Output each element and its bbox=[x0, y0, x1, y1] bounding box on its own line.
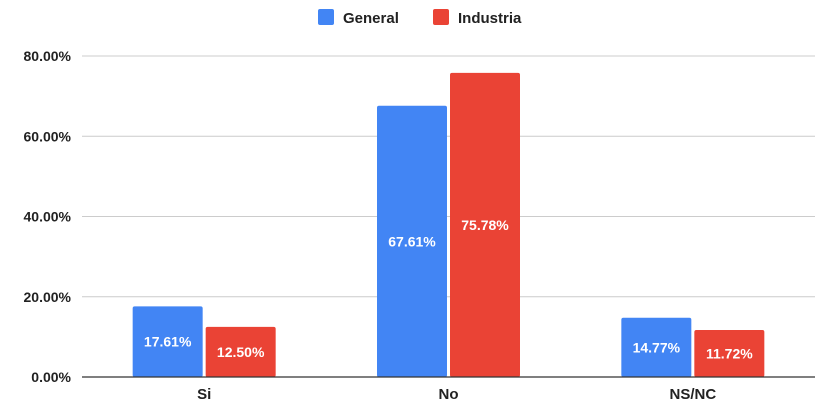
y-tick-label: 40.00% bbox=[24, 209, 72, 225]
data-label: 14.77% bbox=[633, 339, 681, 355]
x-tick-label: NS/NC bbox=[669, 386, 716, 403]
y-axis: 0.00% 20.00% 40.00% 60.00% 80.00% bbox=[24, 48, 72, 385]
legend: General Industria bbox=[318, 9, 522, 27]
bar-general-no bbox=[377, 105, 447, 377]
legend-label-general: General bbox=[343, 10, 399, 27]
bar-industria-ns-nc bbox=[694, 329, 765, 377]
data-label: 17.61% bbox=[144, 334, 192, 350]
legend-swatch-industria bbox=[433, 9, 449, 25]
x-axis: Si No NS/NC bbox=[82, 376, 815, 403]
data-label: 11.72% bbox=[706, 345, 753, 361]
data-label: 67.61% bbox=[388, 233, 436, 249]
data-label: 12.50% bbox=[217, 344, 265, 360]
legend-swatch-general bbox=[318, 9, 334, 25]
data-labels: 17.61% 12.50% 67.61% 75.78% 14.77% 11.72% bbox=[144, 217, 753, 362]
y-tick-label: 20.00% bbox=[24, 289, 72, 305]
bar-industria-no bbox=[450, 72, 520, 378]
y-tick-label: 0.00% bbox=[31, 369, 71, 385]
bar-general-ns-nc bbox=[621, 317, 692, 377]
x-tick-label: No bbox=[439, 386, 459, 403]
grid-lines bbox=[82, 55, 815, 298]
y-tick-label: 80.00% bbox=[24, 48, 72, 64]
bar-industria-si bbox=[205, 326, 276, 377]
y-tick-label: 60.00% bbox=[24, 128, 72, 144]
bar-general-si bbox=[132, 306, 203, 377]
legend-label-industria: Industria bbox=[458, 10, 522, 27]
data-label: 75.78% bbox=[461, 217, 509, 233]
bars bbox=[132, 72, 765, 378]
x-tick-label: Si bbox=[197, 386, 211, 403]
